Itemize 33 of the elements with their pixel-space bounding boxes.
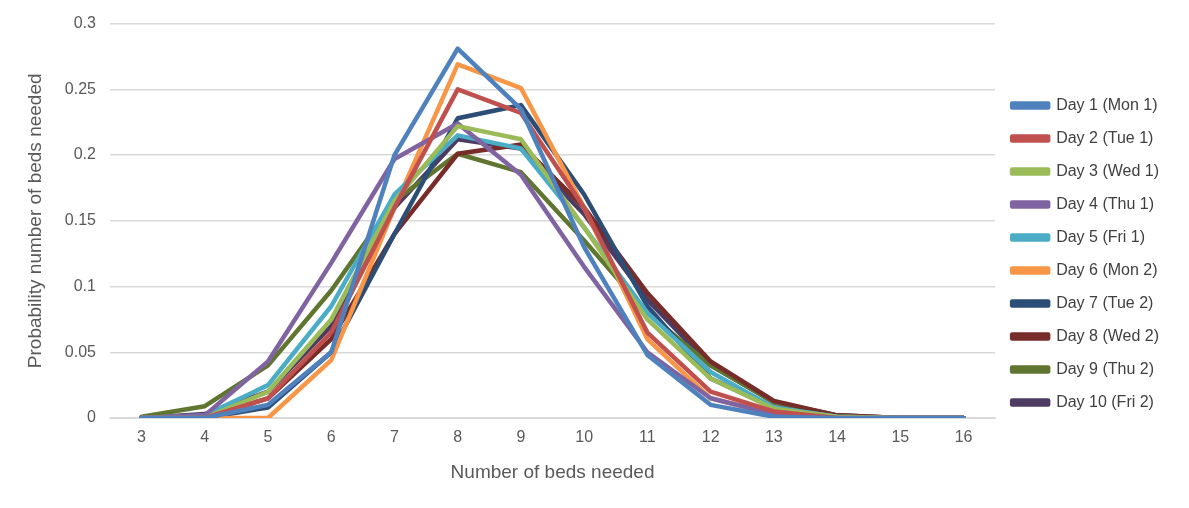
legend-label: Day 2 (Tue 1)	[1056, 128, 1154, 146]
y-axis-title: Probability number of beds needed	[23, 73, 45, 369]
legend-label: Day 6 (Mon 2)	[1056, 260, 1158, 278]
legend-label: Day 9 (Thu 2)	[1056, 359, 1154, 377]
legend-label: Day 10 (Fri 2)	[1056, 392, 1154, 410]
y-tick-label: 0.1	[73, 276, 97, 294]
x-tick-label: 14	[828, 428, 847, 446]
x-tick-label: 10	[575, 428, 594, 446]
x-tick-label: 6	[326, 428, 336, 446]
x-tick-label: 15	[891, 428, 910, 446]
legend-label: Day 7 (Tue 2)	[1056, 293, 1154, 311]
x-tick-label: 7	[390, 428, 400, 446]
legend-label: Day 3 (Wed 1)	[1056, 161, 1160, 179]
x-tick-label: 13	[764, 428, 783, 446]
x-axis-title: Number of beds needed	[450, 460, 655, 482]
x-tick-label: 11	[639, 428, 656, 446]
legend-label: Day 8 (Wed 2)	[1056, 326, 1160, 344]
y-tick-label: 0.05	[64, 342, 97, 360]
x-tick-label: 8	[453, 428, 463, 446]
x-tick-label: 16	[954, 428, 973, 446]
y-tick-label: 0.2	[73, 145, 97, 163]
x-tick-label: 12	[701, 428, 720, 446]
legend-label: Day 1 (Mon 1)	[1056, 95, 1158, 113]
x-tick-label: 4	[200, 428, 210, 446]
y-tick-label: 0.3	[73, 14, 97, 32]
legend-label: Day 5 (Fri 1)	[1056, 227, 1146, 245]
y-tick-label: 0.15	[64, 211, 97, 229]
x-tick-label: 3	[137, 428, 147, 446]
y-tick-label: 0.25	[64, 79, 97, 97]
x-tick-label: 5	[263, 428, 273, 446]
legend-label: Day 4 (Thu 1)	[1056, 194, 1154, 212]
y-tick-label: 0	[87, 408, 97, 426]
x-tick-label: 9	[516, 428, 526, 446]
